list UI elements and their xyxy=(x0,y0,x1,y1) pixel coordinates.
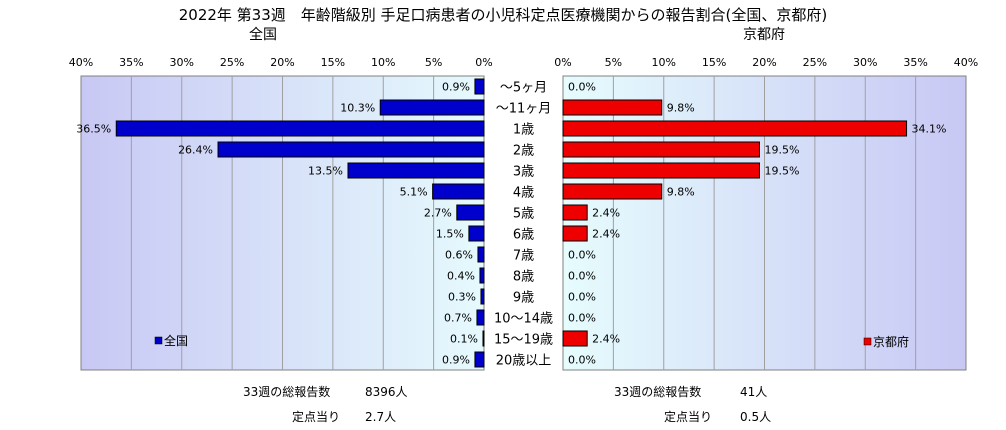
kyoto-value-label: 2.4% xyxy=(592,333,620,346)
national-bar xyxy=(479,267,485,284)
national-bar xyxy=(476,309,485,326)
kyoto-value-label: 0.0% xyxy=(568,249,596,262)
category-label: 1歳 xyxy=(513,123,534,138)
kyoto-tick-label: 30% xyxy=(853,56,877,69)
national-total-value: 8396人 xyxy=(365,385,408,399)
national-value-label: 0.6% xyxy=(445,249,473,262)
category-label: 3歳 xyxy=(513,165,534,180)
kyoto-bar xyxy=(562,183,663,200)
category-label: 7歳 xyxy=(513,249,534,264)
national-bar xyxy=(432,183,485,200)
kyoto-bar xyxy=(562,120,908,137)
kyoto-tick-label: 35% xyxy=(903,56,927,69)
national-bar xyxy=(347,162,485,179)
kyoto-bar xyxy=(562,225,588,242)
national-value-label: 0.1% xyxy=(450,333,478,346)
kyoto-per-value: 0.5人 xyxy=(740,410,772,424)
kyoto-bar xyxy=(562,204,588,221)
category-label: ～5ヶ月 xyxy=(500,81,547,96)
national-value-label: 0.9% xyxy=(442,81,470,94)
category-label: 10～14歳 xyxy=(494,312,553,327)
kyoto-legend-label: 京都府 xyxy=(873,334,909,349)
kyoto-value-label: 19.5% xyxy=(764,165,799,178)
national-value-label: 26.4% xyxy=(178,144,213,157)
kyoto-bar xyxy=(562,330,588,347)
kyoto-legend-swatch xyxy=(863,337,872,346)
national-value-label: 10.3% xyxy=(340,102,375,115)
national-value-label: 0.9% xyxy=(442,354,470,367)
national-tick-label: 15% xyxy=(321,56,345,69)
kyoto-value-label: 9.8% xyxy=(667,186,695,199)
national-panel-title: 全国 xyxy=(249,27,277,43)
kyoto-total-label: 33週の総報告数 xyxy=(614,385,702,399)
national-value-label: 0.4% xyxy=(447,270,475,283)
national-bar xyxy=(217,141,485,158)
kyoto-tick-label: 5% xyxy=(605,56,622,69)
kyoto-value-label: 0.0% xyxy=(568,270,596,283)
national-tick-label: 0% xyxy=(475,56,492,69)
national-bar xyxy=(468,225,485,242)
national-tick-label: 25% xyxy=(220,56,244,69)
national-legend-label: 全国 xyxy=(164,333,188,348)
category-label: 2歳 xyxy=(513,144,534,159)
kyoto-value-label: 9.8% xyxy=(667,102,695,115)
kyoto-bar xyxy=(562,162,760,179)
national-legend-swatch xyxy=(154,336,163,345)
national-bar xyxy=(482,330,485,347)
national-bar xyxy=(474,78,485,95)
category-label: 5歳 xyxy=(513,207,534,222)
national-bar xyxy=(456,204,485,221)
category-label: 9歳 xyxy=(513,291,534,306)
national-per-value: 2.7人 xyxy=(365,410,397,424)
kyoto-panel-title: 京都府 xyxy=(743,27,785,43)
kyoto-value-label: 19.5% xyxy=(764,144,799,157)
kyoto-tick-label: 0% xyxy=(554,56,571,69)
kyoto-value-label: 0.0% xyxy=(568,291,596,304)
kyoto-value-label: 2.4% xyxy=(592,228,620,241)
national-total-label: 33週の総報告数 xyxy=(243,385,331,399)
kyoto-bar xyxy=(562,99,663,116)
kyoto-bar xyxy=(562,141,760,158)
category-label: ～11ヶ月 xyxy=(496,102,552,117)
category-label: 20歳以上 xyxy=(496,354,552,369)
kyoto-tick-label: 15% xyxy=(702,56,726,69)
national-value-label: 5.1% xyxy=(400,186,428,199)
kyoto-tick-label: 40% xyxy=(954,56,978,69)
category-label: 15～19歳 xyxy=(494,333,553,348)
kyoto-total-value: 41人 xyxy=(740,385,768,399)
kyoto-value-label: 0.0% xyxy=(568,312,596,325)
kyoto-tick-label: 10% xyxy=(652,56,676,69)
national-tick-label: 20% xyxy=(270,56,294,69)
category-label: 8歳 xyxy=(513,270,534,285)
kyoto-value-label: 2.4% xyxy=(592,207,620,220)
national-value-label: 13.5% xyxy=(308,165,343,178)
kyoto-value-label: 34.1% xyxy=(912,123,947,136)
kyoto-value-label: 0.0% xyxy=(568,81,596,94)
chart-title: 2022年 第33週 年齢階級別 手足口病患者の小児科定点医療機関からの報告割合… xyxy=(178,6,828,24)
kyoto-value-label: 0.0% xyxy=(568,354,596,367)
category-label: 4歳 xyxy=(513,186,534,201)
national-tick-label: 10% xyxy=(371,56,395,69)
national-bar xyxy=(477,246,485,263)
kyoto-per-label: 定点当り xyxy=(664,410,713,424)
national-value-label: 2.7% xyxy=(424,207,452,220)
kyoto-tick-label: 25% xyxy=(803,56,827,69)
national-per-label: 定点当り xyxy=(292,410,341,424)
national-bar xyxy=(474,351,485,368)
national-bar xyxy=(480,288,485,305)
national-value-label: 36.5% xyxy=(76,123,111,136)
national-tick-label: 30% xyxy=(170,56,194,69)
national-bar xyxy=(379,99,485,116)
national-tick-label: 5% xyxy=(425,56,442,69)
category-label: 6歳 xyxy=(513,228,534,243)
national-tick-label: 40% xyxy=(69,56,93,69)
national-value-label: 1.5% xyxy=(436,228,464,241)
national-value-label: 0.7% xyxy=(444,312,472,325)
kyoto-tick-label: 20% xyxy=(752,56,776,69)
national-bar xyxy=(115,120,485,137)
national-value-label: 0.3% xyxy=(448,291,476,304)
national-tick-label: 35% xyxy=(119,56,143,69)
